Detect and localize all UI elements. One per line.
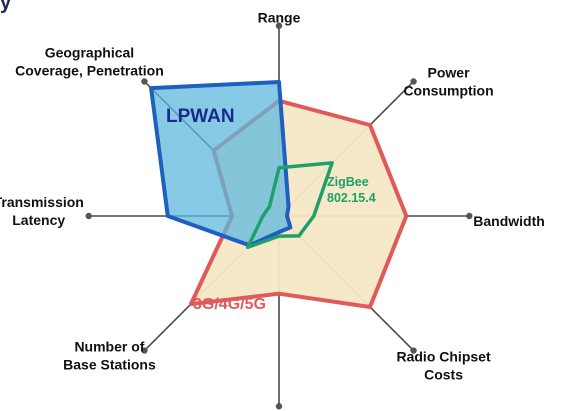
axis-label-range: Range (258, 10, 301, 26)
axis-label-latency-line2: Latency (12, 212, 65, 228)
axis-label-base_stations-line1: Number of (74, 339, 144, 355)
labels-layer: Range Power Consumption Bandwidth Radio Chip… (0, 10, 545, 411)
axis-label-coverage-line1: Geographical (45, 44, 134, 60)
series-zigbee-polygon (245, 161, 334, 250)
series-lpwan-polygon (149, 80, 293, 248)
axis-label-bandwidth: Bandwidth (473, 213, 545, 229)
axis-end-dot-base_stations (141, 347, 148, 354)
axis-end-dot-latency (85, 212, 92, 220)
axis-label-power-line2: Consumption (403, 82, 493, 98)
axis-label-latency-line1: Transmission (0, 194, 84, 210)
series-layer (149, 80, 409, 309)
axis-end-dot-subscription (275, 403, 283, 410)
axis-label-power-line1: Power (428, 64, 471, 80)
axis-label-chipset-line2: Costs (424, 367, 463, 383)
axis-label-base_stations-line2: Base Stations (63, 357, 156, 373)
series-name-lpwan: LPWAN (166, 106, 235, 127)
axis-end-dot-bandwidth (466, 212, 473, 220)
axis-label-chipset-line1: Radio Chipset (396, 349, 490, 365)
axis-end-dot-coverage (141, 78, 148, 85)
series-name-cellular: 3G/4G/5G (193, 296, 266, 313)
axis-end-dot-power (410, 78, 417, 85)
axis-end-dot-range (275, 22, 283, 29)
page-header-fragment: y (0, 0, 12, 14)
series-name-zigbee-line2: 802.15.4 (327, 191, 376, 205)
axis-label-coverage-line2: Coverage, Penetration (15, 62, 164, 78)
axis-label-subscription-line1: Radio (260, 409, 299, 411)
axis-end-dot-chipset (410, 347, 417, 354)
series-name-zigbee-line1: ZigBee (327, 175, 369, 189)
